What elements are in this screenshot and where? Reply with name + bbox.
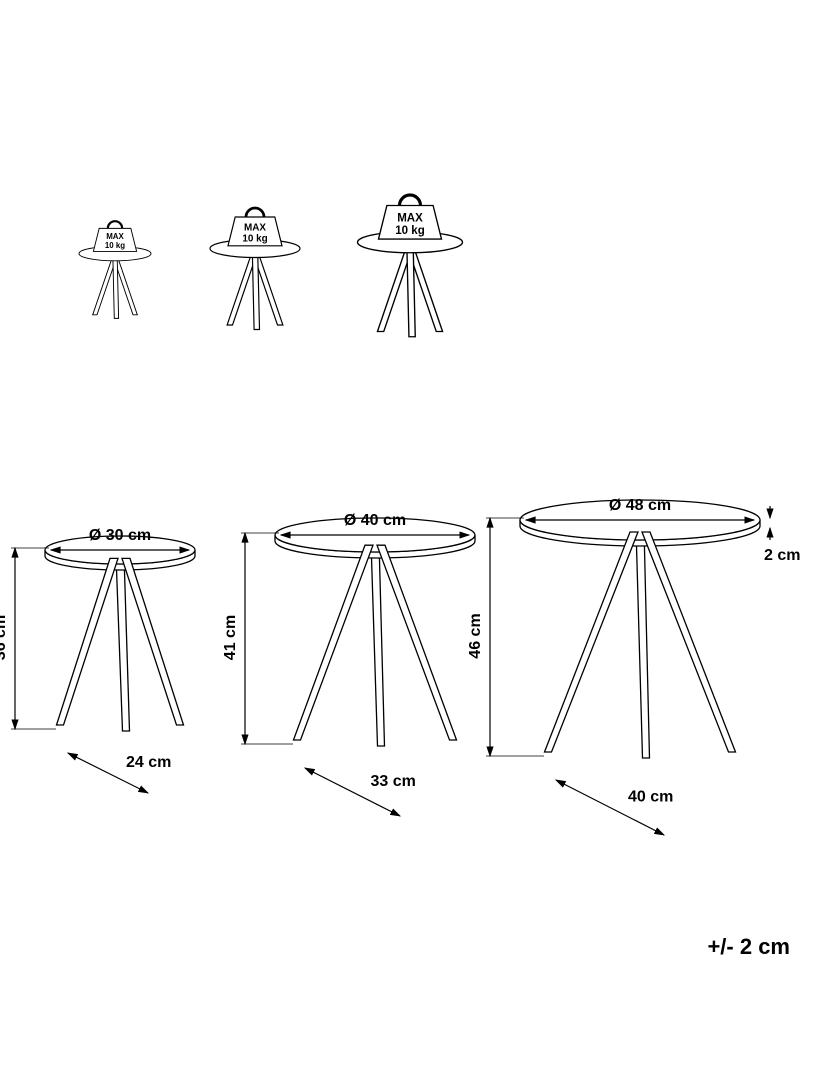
svg-text:41 cm: 41 cm <box>222 615 239 660</box>
svg-text:40 cm: 40 cm <box>628 789 673 806</box>
svg-text:MAX: MAX <box>397 212 423 224</box>
svg-text:2 cm: 2 cm <box>764 547 800 564</box>
svg-text:46 cm: 46 cm <box>467 613 484 658</box>
svg-text:10 kg: 10 kg <box>242 233 267 244</box>
svg-text:10 kg: 10 kg <box>105 241 125 250</box>
svg-text:Ø 40 cm: Ø 40 cm <box>344 512 406 529</box>
svg-text:36 cm: 36 cm <box>0 615 9 660</box>
svg-text:10 kg: 10 kg <box>395 225 425 237</box>
dimension-diagram: MAX10 kgMAX10 kgMAX10 kgØ 30 cm36 cm24 c… <box>0 0 830 1080</box>
svg-text:Ø 30 cm: Ø 30 cm <box>89 527 151 544</box>
svg-text:MAX: MAX <box>106 232 124 241</box>
svg-text:Ø 48 cm: Ø 48 cm <box>609 497 671 514</box>
svg-text:MAX: MAX <box>244 223 266 234</box>
svg-text:33 cm: 33 cm <box>371 773 416 790</box>
svg-text:24 cm: 24 cm <box>126 754 171 771</box>
tolerance-label: +/- 2 cm <box>707 934 790 960</box>
